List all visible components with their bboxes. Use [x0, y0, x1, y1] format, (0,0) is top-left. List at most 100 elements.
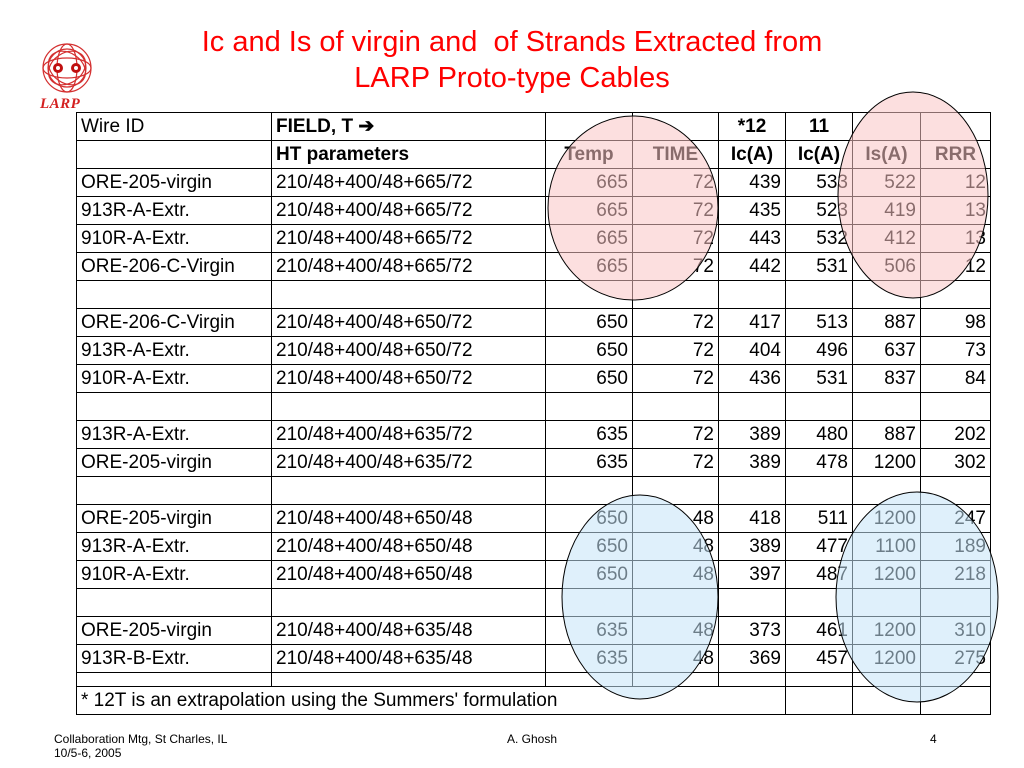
table-cell: 13	[920, 196, 991, 225]
table-cell: 439	[718, 168, 786, 197]
table-cell: 72	[632, 196, 719, 225]
table-cell: 389	[718, 448, 786, 477]
table-row: 913R-A-Extr. 210/48+400/48+650/48 650 48 389…	[76, 532, 991, 561]
table-cell: TIME	[632, 140, 719, 169]
table-cell: 210/48+400/48+665/72	[271, 168, 546, 197]
footnote-row: * 12T is an extrapolation using the Summ…	[76, 686, 991, 715]
table-cell: 72	[632, 168, 719, 197]
table-cell: 247	[920, 504, 991, 533]
table-row: 910R-A-Extr. 210/48+400/48+650/72 650 72 436…	[76, 364, 991, 393]
table-cell: 887	[852, 308, 921, 337]
table-cell: 210/48+400/48+650/72	[271, 364, 546, 393]
table-cell: Ic(A)	[718, 140, 786, 169]
table-cell: 418	[718, 504, 786, 533]
table-cell: ORE-205-virgin	[76, 616, 272, 645]
header-row-columns: HT parameters Temp TIME Ic(A) Ic(A) Is(A) RRR	[76, 140, 991, 169]
table-cell: 442	[718, 252, 786, 281]
table-cell: 189	[920, 532, 991, 561]
logo-label: LARP	[40, 96, 81, 112]
table-cell: 72	[632, 364, 719, 393]
table-cell: 665	[545, 252, 633, 281]
table-cell: *12	[718, 112, 786, 141]
table-cell: 98	[920, 308, 991, 337]
table-cell: 650	[545, 532, 633, 561]
table-footnote: * 12T is an extrapolation using the Summ…	[76, 686, 786, 715]
table-cell: 210/48+400/48+665/72	[271, 252, 546, 281]
strand-data-table: Wire ID FIELD, T ➔ *12 11 HT parameters Temp T…	[76, 112, 991, 715]
table-cell: ORE-205-virgin	[76, 168, 272, 197]
table-cell: 72	[632, 252, 719, 281]
table-cell: 11	[785, 112, 853, 141]
table-row: ORE-206-C-Virgin 210/48+400/48+650/72 650 7…	[76, 308, 991, 337]
table-cell: 210/48+400/48+635/48	[271, 616, 546, 645]
table-cell: 477	[785, 532, 853, 561]
table-cell: 210/48+400/48+650/72	[271, 336, 546, 365]
slide-title: Ic and Is of virgin and of Strands Extra…	[112, 24, 912, 96]
footer-author: A. Ghosh	[507, 732, 558, 746]
table-cell: 532	[785, 224, 853, 253]
table-cell: 887	[852, 420, 921, 449]
table-cell: 72	[632, 420, 719, 449]
table-cell: 218	[920, 560, 991, 589]
table-cell: 913R-A-Extr.	[76, 420, 272, 449]
title-line-2: LARP Proto-type Cables	[354, 62, 670, 94]
table-row: ORE-205-virgin 210/48+400/48+665/72 665 72 4…	[76, 168, 991, 197]
header-row-field: Wire ID FIELD, T ➔ *12 11	[76, 112, 991, 141]
footer-page-number: 4	[930, 732, 937, 746]
table-cell: 635	[545, 420, 633, 449]
table-cell: 210/48+400/48+665/72	[271, 224, 546, 253]
table-cell: ORE-205-virgin	[76, 504, 272, 533]
table-cell: 533	[785, 168, 853, 197]
table-cell: 310	[920, 616, 991, 645]
table-cell: 48	[632, 560, 719, 589]
table-cell	[632, 112, 719, 141]
table-cell: 1200	[852, 448, 921, 477]
table-cell: 637	[852, 336, 921, 365]
table-row: 910R-A-Extr. 210/48+400/48+665/72 665 72 443…	[76, 224, 991, 253]
table-cell: 210/48+400/48+650/48	[271, 560, 546, 589]
table-cell: 72	[632, 336, 719, 365]
table-cell: 478	[785, 448, 853, 477]
table-cell: 48	[632, 616, 719, 645]
table-cell: 84	[920, 364, 991, 393]
table-cell: 210/48+400/48+635/72	[271, 420, 546, 449]
footer-date: 10/5-6, 2005	[54, 746, 122, 760]
table-cell: 1200	[852, 644, 921, 673]
table-cell: 913R-B-Extr.	[76, 644, 272, 673]
table-cell	[852, 112, 921, 141]
table-row: ORE-205-virgin 210/48+400/48+650/48 650 48 4…	[76, 504, 991, 533]
table-cell: 210/48+400/48+650/72	[271, 308, 546, 337]
data-table-container: Wire ID FIELD, T ➔ *12 11 HT parameters Temp T…	[76, 112, 991, 715]
table-cell: 210/48+400/48+665/72	[271, 196, 546, 225]
table-cell: 650	[545, 364, 633, 393]
table-cell: 511	[785, 504, 853, 533]
table-cell: 48	[632, 644, 719, 673]
table-cell: 635	[545, 448, 633, 477]
table-cell: 73	[920, 336, 991, 365]
larp-logo-icon	[34, 40, 100, 114]
table-cell: 12	[920, 168, 991, 197]
table-cell: 461	[785, 616, 853, 645]
table-cell: 72	[632, 448, 719, 477]
table-cell: 506	[852, 252, 921, 281]
table-cell: 913R-A-Extr.	[76, 196, 272, 225]
table-cell: 210/48+400/48+635/48	[271, 644, 546, 673]
table-cell: 302	[920, 448, 991, 477]
table-cell: 1200	[852, 616, 921, 645]
table-cell	[920, 112, 991, 141]
table-cell: 650	[545, 560, 633, 589]
spacer-row	[76, 392, 991, 421]
table-cell: 523	[785, 196, 853, 225]
table-row: 913R-B-Extr. 210/48+400/48+635/48 635 48 369…	[76, 644, 991, 673]
table-cell: 665	[545, 224, 633, 253]
table-cell: 910R-A-Extr.	[76, 224, 272, 253]
spacer-row	[76, 672, 991, 687]
table-cell: 419	[852, 196, 921, 225]
table-cell: FIELD, T ➔	[271, 112, 546, 141]
table-cell: Is(A)	[852, 140, 921, 169]
table-cell: 275	[920, 644, 991, 673]
table-row: 910R-A-Extr. 210/48+400/48+650/48 650 48 397…	[76, 560, 991, 589]
table-cell: 635	[545, 616, 633, 645]
table-cell: 48	[632, 532, 719, 561]
table-cell: 210/48+400/48+650/48	[271, 504, 546, 533]
